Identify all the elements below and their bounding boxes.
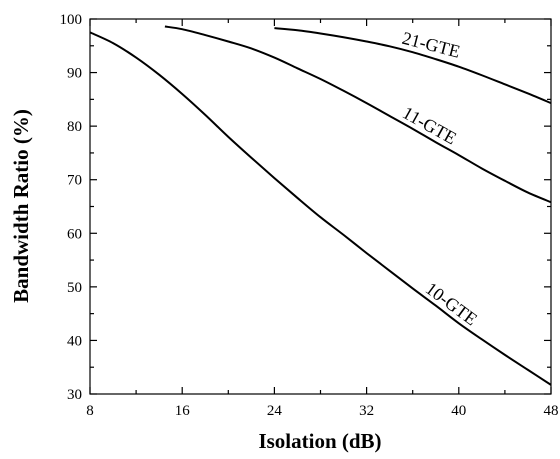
y-tick-label: 60 [67, 226, 82, 242]
y-tick-label: 40 [67, 333, 82, 349]
y-tick-label: 50 [67, 280, 82, 296]
axis-ticks: 8 16 24 32 40 48 30 40 50 60 70 80 90 100 [60, 12, 559, 419]
x-tick-label: 48 [544, 403, 559, 419]
y-tick-label: 90 [67, 66, 82, 82]
series-line-11-gte [164, 25, 552, 204]
y-axis-title: Bandwidth Ratio (%) [9, 109, 33, 303]
y-tick-label: 30 [67, 387, 82, 403]
series-line-10-gte [89, 31, 552, 386]
y-tick-label: 80 [67, 119, 82, 135]
x-tick-label: 24 [267, 403, 283, 419]
x-tick-label: 32 [359, 403, 374, 419]
series-label-21-gte: 21-GTE [400, 28, 462, 62]
y-tick-label: 70 [67, 173, 82, 189]
series-group [89, 25, 552, 386]
series-label-10-gte: 10-GTE [422, 278, 481, 329]
x-tick-label: 16 [175, 403, 191, 419]
y-tick-label: 100 [60, 12, 83, 28]
x-tick-label: 40 [451, 403, 466, 419]
x-tick-label: 8 [86, 403, 94, 419]
x-axis-title: Isolation (dB) [258, 429, 381, 453]
series-line-21-gte [274, 27, 552, 105]
